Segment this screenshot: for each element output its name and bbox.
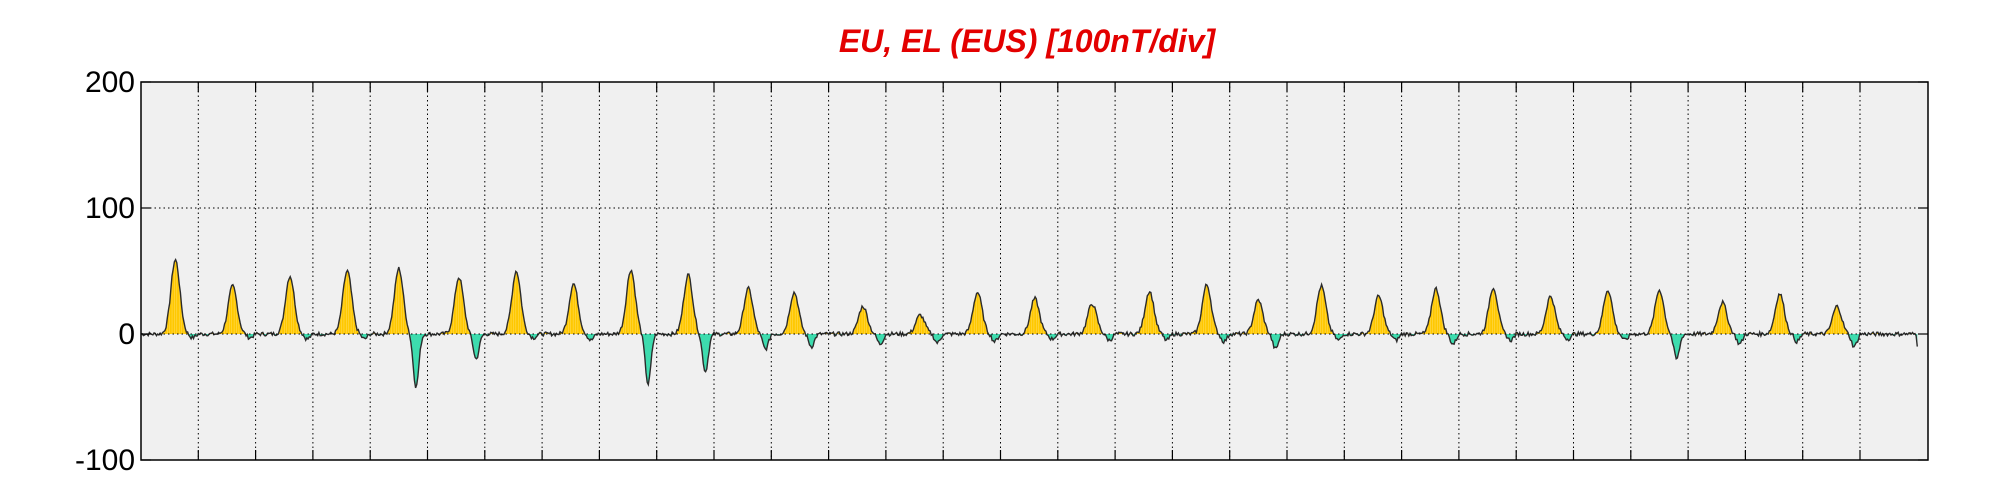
series-line bbox=[140, 257, 1918, 389]
data-line bbox=[140, 257, 1928, 389]
y-tick-label: 100 bbox=[85, 192, 135, 225]
chart-title: EU, EL (EUS) [100nT/div] bbox=[839, 23, 1217, 59]
y-axis: -100 0 100 200 bbox=[75, 66, 1928, 477]
negative-fill bbox=[141, 334, 1918, 388]
y-tick-label: -100 bbox=[75, 444, 135, 477]
y-tick-label: 200 bbox=[85, 66, 135, 99]
plot-area bbox=[141, 82, 1928, 460]
negative-area bbox=[141, 334, 1918, 388]
x-axis-ticks bbox=[197, 82, 1861, 460]
plot-frame bbox=[140, 81, 1929, 461]
y-tick-label: 0 bbox=[118, 318, 135, 351]
